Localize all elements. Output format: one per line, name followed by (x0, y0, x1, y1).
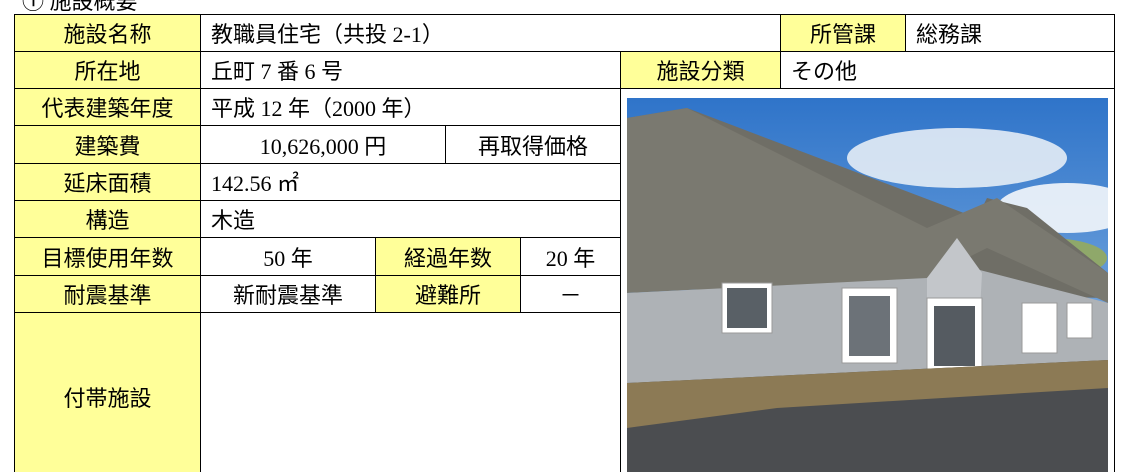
label-cell: 代表建築年度 (14, 88, 201, 126)
label-cell: 避難所 (375, 275, 521, 313)
value-cell (200, 312, 621, 472)
value-cell: － (520, 275, 621, 313)
value-cell: 総務課 (905, 14, 1115, 52)
label-cell: 経過年数 (375, 237, 521, 276)
photo-cell (620, 88, 1115, 472)
section-heading: ① 施設概要 (22, 0, 138, 14)
label-cell: 構造 (14, 200, 201, 238)
value-cell: 丘町 7 番 6 号 (200, 51, 621, 89)
label-cell: 目標使用年数 (14, 237, 201, 276)
label-cell: 所在地 (14, 51, 201, 89)
label-cell: 施設分類 (620, 51, 781, 89)
value-cell: 142.56 ㎡ (200, 163, 621, 201)
label-cell: 施設名称 (14, 14, 201, 52)
label-cell: 耐震基準 (14, 275, 201, 313)
label-cell: 付帯施設 (14, 312, 201, 472)
value-cell: 10,626,000 円 (200, 125, 446, 164)
value-cell: その他 (780, 51, 1115, 89)
label-cell: 建築費 (14, 125, 201, 164)
value-cell: 20 年 (520, 237, 621, 276)
note-cell: 再取得価格 (445, 125, 621, 164)
value-cell: 50 年 (200, 237, 376, 276)
label-cell: 延床面積 (14, 163, 201, 201)
value-cell: 木造 (200, 200, 621, 238)
value-cell: 教職員住宅（共投 2-1） (200, 14, 781, 52)
building-photo (627, 98, 1108, 472)
value-cell: 新耐震基準 (200, 275, 376, 313)
label-cell: 所管課 (780, 14, 906, 52)
value-cell: 平成 12 年（2000 年） (200, 88, 621, 126)
